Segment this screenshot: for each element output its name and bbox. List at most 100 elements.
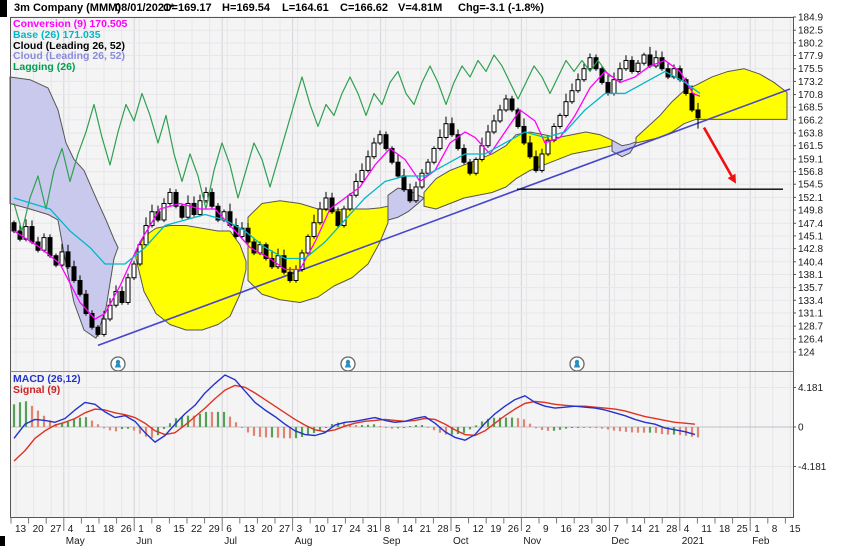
- quote-change: Chg=-3.1 (-1.8%): [458, 2, 544, 14]
- svg-text:19: 19: [490, 524, 502, 535]
- svg-text:140.4: 140.4: [798, 257, 823, 268]
- macd-panel-bg: [11, 372, 793, 517]
- screen-artifact-bottom-left: [0, 536, 5, 546]
- svg-text:6: 6: [226, 524, 232, 535]
- svg-text:Sep: Sep: [383, 536, 401, 547]
- svg-text:12: 12: [473, 524, 485, 535]
- svg-text:1: 1: [138, 524, 144, 535]
- svg-text:128.7: 128.7: [798, 322, 823, 333]
- quote-date: 08/01/2021*: [115, 2, 175, 14]
- svg-text:13: 13: [15, 524, 27, 535]
- svg-text:17: 17: [332, 524, 344, 535]
- legend-lagging: Lagging (26): [13, 61, 76, 74]
- svg-text:23: 23: [578, 524, 590, 535]
- svg-text:21: 21: [420, 524, 432, 535]
- svg-text:180.2: 180.2: [798, 38, 823, 49]
- svg-text:Jul: Jul: [224, 536, 237, 547]
- svg-text:22: 22: [191, 524, 203, 535]
- svg-text:-4.181: -4.181: [798, 462, 827, 473]
- svg-text:20: 20: [261, 524, 273, 535]
- svg-text:175.5: 175.5: [798, 64, 823, 75]
- quote-low: L=164.61: [282, 2, 329, 14]
- svg-text:1: 1: [754, 524, 760, 535]
- svg-text:173.2: 173.2: [798, 77, 823, 88]
- svg-text:27: 27: [50, 524, 62, 535]
- svg-text:5: 5: [455, 524, 461, 535]
- legend-signal: Signal (9): [13, 384, 61, 396]
- svg-text:7: 7: [613, 524, 619, 535]
- svg-text:163.8: 163.8: [798, 129, 823, 140]
- svg-text:131.1: 131.1: [798, 308, 823, 319]
- svg-text:3: 3: [297, 524, 303, 535]
- svg-text:Nov: Nov: [523, 536, 541, 547]
- svg-text:166.2: 166.2: [798, 115, 823, 126]
- anchor-icon[interactable]: [340, 356, 356, 372]
- lagging-span-line: [13, 54, 611, 232]
- chart-frame: [10, 17, 794, 518]
- base-line: [13, 70, 701, 265]
- svg-text:142.8: 142.8: [798, 244, 823, 255]
- svg-text:177.9: 177.9: [798, 51, 823, 62]
- svg-text:11: 11: [701, 524, 712, 535]
- legend-cloud-b: Cloud (Leading 26, 52): [13, 50, 126, 63]
- svg-text:29: 29: [209, 524, 221, 535]
- svg-text:124: 124: [798, 348, 815, 359]
- svg-text:2021: 2021: [682, 536, 705, 547]
- svg-text:Jun: Jun: [136, 536, 152, 547]
- svg-text:4: 4: [684, 524, 690, 535]
- macd-axis-labels: 4.181 0 -4.181: [793, 383, 827, 473]
- svg-text:31: 31: [367, 524, 379, 535]
- macd-line: [13, 374, 696, 443]
- symbol-title: 3m Company (MMM): [14, 2, 121, 14]
- svg-text:Oct: Oct: [453, 536, 469, 547]
- svg-text:25: 25: [737, 524, 749, 535]
- svg-text:26: 26: [121, 524, 133, 535]
- svg-text:133.4: 133.4: [798, 296, 823, 307]
- ichimoku-legend: Conversion (9) 170.505 Base (26) 171.035…: [13, 19, 127, 73]
- bullish-cloud-segment: [135, 224, 247, 331]
- svg-text:Dec: Dec: [611, 536, 629, 547]
- svg-text:14: 14: [631, 524, 643, 535]
- svg-text:170.8: 170.8: [798, 90, 823, 101]
- svg-text:2: 2: [525, 524, 531, 535]
- anchor-icon[interactable]: [110, 356, 126, 372]
- legend-base: Base (26) 171.035: [13, 28, 101, 41]
- svg-text:159.1: 159.1: [798, 154, 823, 165]
- quote-volume: V=4.81M: [398, 2, 443, 14]
- quote-open: O=169.17: [163, 2, 212, 14]
- conversion-line: [13, 59, 701, 320]
- svg-text:182.5: 182.5: [798, 26, 823, 37]
- svg-text:8: 8: [385, 524, 391, 535]
- bearish-cloud-segment: [9, 76, 119, 339]
- quote-high: H=169.54: [222, 2, 271, 14]
- svg-text:15: 15: [789, 524, 801, 535]
- svg-text:27: 27: [279, 524, 291, 535]
- svg-text:147.4: 147.4: [798, 219, 823, 230]
- svg-text:Feb: Feb: [752, 536, 770, 547]
- svg-text:14: 14: [402, 524, 414, 535]
- svg-text:135.7: 135.7: [798, 283, 823, 294]
- svg-text:184.9: 184.9: [798, 13, 823, 24]
- annotation-anchors: [110, 356, 585, 372]
- svg-text:9: 9: [543, 524, 549, 535]
- macd-legend: MACD (26,12) Signal (9): [13, 374, 81, 396]
- svg-text:161.5: 161.5: [798, 141, 823, 152]
- svg-text:4.181: 4.181: [798, 383, 823, 394]
- svg-text:18: 18: [103, 524, 115, 535]
- svg-text:152.1: 152.1: [798, 193, 823, 204]
- svg-text:20: 20: [33, 524, 45, 535]
- svg-text:16: 16: [561, 524, 573, 535]
- svg-text:8: 8: [772, 524, 778, 535]
- svg-text:145.1: 145.1: [798, 231, 823, 242]
- svg-text:30: 30: [596, 524, 608, 535]
- screen-artifact-top-left: [0, 0, 7, 17]
- legend-cloud-a: Cloud (Leading 26, 52): [13, 39, 126, 52]
- anchor-icon[interactable]: [569, 356, 585, 372]
- svg-text:13: 13: [244, 524, 256, 535]
- svg-text:15: 15: [173, 524, 185, 535]
- svg-text:26: 26: [508, 524, 520, 535]
- svg-text:Aug: Aug: [295, 536, 313, 547]
